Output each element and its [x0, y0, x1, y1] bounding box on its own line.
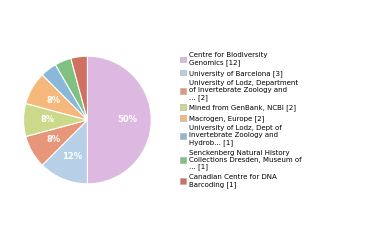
Wedge shape	[55, 58, 87, 120]
Wedge shape	[87, 56, 151, 184]
Wedge shape	[71, 56, 87, 120]
Wedge shape	[42, 65, 87, 120]
Text: 50%: 50%	[117, 115, 137, 125]
Text: 8%: 8%	[46, 96, 60, 105]
Wedge shape	[24, 103, 87, 137]
Text: 12%: 12%	[62, 152, 82, 161]
Legend: Centre for Biodiversity
Genomics [12], University of Barcelona [3], University o: Centre for Biodiversity Genomics [12], U…	[179, 51, 303, 189]
Wedge shape	[26, 75, 87, 120]
Wedge shape	[26, 120, 87, 165]
Text: 8%: 8%	[46, 135, 60, 144]
Text: 8%: 8%	[41, 115, 55, 125]
Wedge shape	[42, 120, 87, 184]
